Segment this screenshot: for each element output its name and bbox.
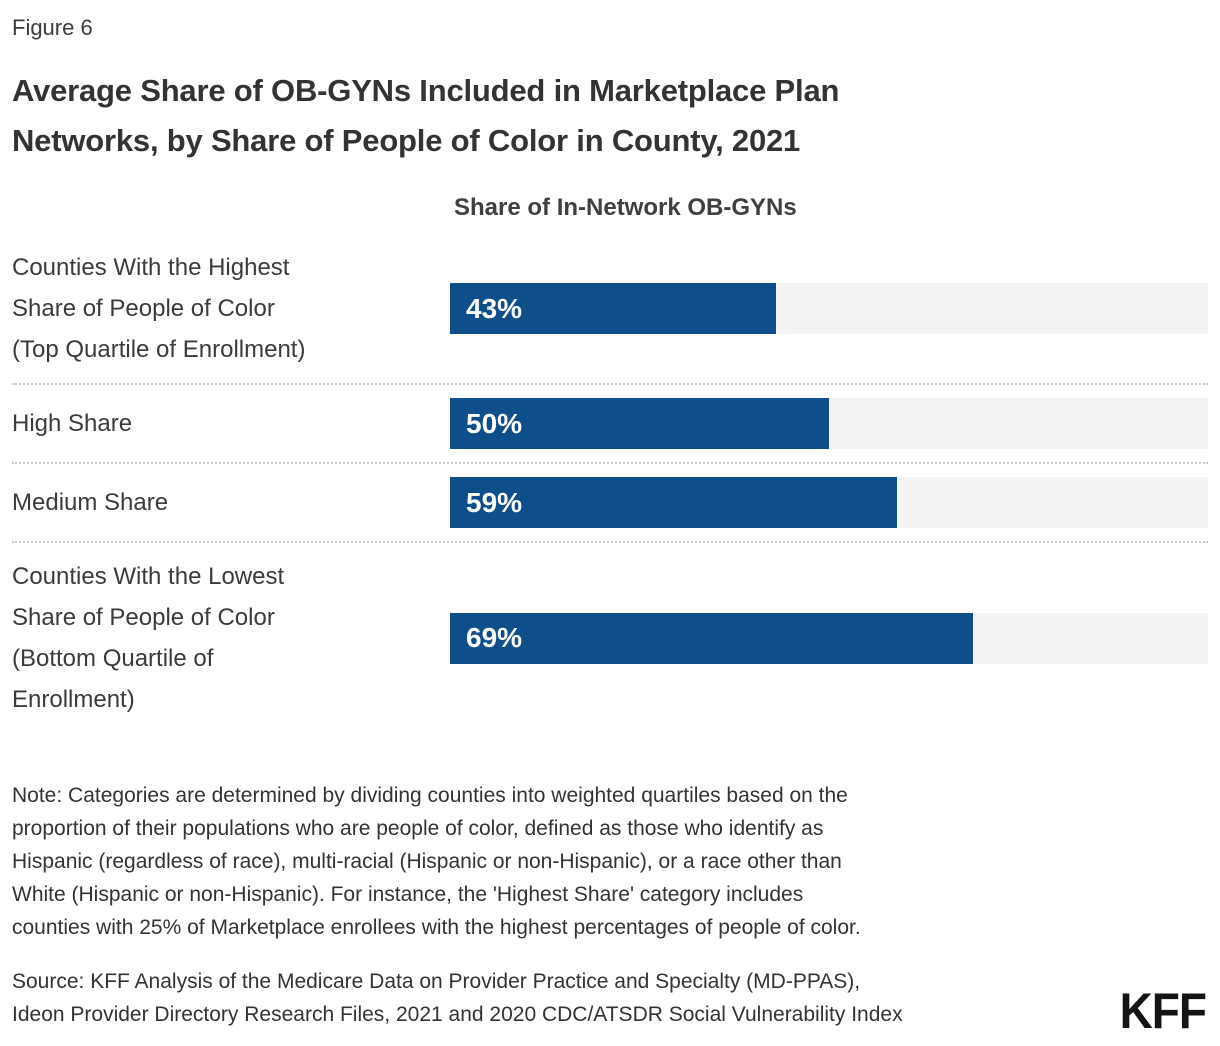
chart-row: Counties With the Lowest Share of People… bbox=[12, 541, 1208, 733]
bar-track: 69% bbox=[450, 612, 1208, 664]
bar: 43% bbox=[450, 283, 776, 334]
chart-rows: Counties With the Highest Share of Peopl… bbox=[12, 234, 1208, 733]
kff-logo: KFF bbox=[1119, 982, 1207, 1039]
bar-value-label: 50% bbox=[466, 407, 523, 439]
bar-value-label: 59% bbox=[466, 486, 523, 518]
chart-row: Medium Share 59% bbox=[12, 462, 1208, 541]
chart-title: Average Share of OB-GYNs Included in Mar… bbox=[12, 73, 840, 158]
chart-column-header: Share of In-Network OB-GYNs bbox=[454, 194, 797, 221]
bar-track: 50% bbox=[450, 398, 1208, 449]
bar-chart: Counties With the Highest Share of Peopl… bbox=[12, 234, 1208, 733]
bar-track: 59% bbox=[450, 477, 1208, 528]
bar: 50% bbox=[450, 398, 829, 449]
category-label: High Share bbox=[12, 410, 133, 437]
category-label: Counties With the Lowest Share of People… bbox=[12, 563, 285, 713]
bar-value-label: 69% bbox=[466, 622, 523, 653]
source-row: Source: KFF Analysis of the Medicare Dat… bbox=[12, 965, 1208, 1039]
bar: 69% bbox=[450, 612, 974, 664]
note-text: Note: Categories are determined by divid… bbox=[12, 784, 861, 939]
source-text: Source: KFF Analysis of the Medicare Dat… bbox=[12, 970, 903, 1026]
chart-row: High Share 50% bbox=[12, 383, 1208, 462]
bar: 59% bbox=[450, 477, 898, 528]
chart-row: Counties With the Highest Share of Peopl… bbox=[12, 234, 1208, 383]
category-label: Medium Share bbox=[12, 489, 169, 516]
category-label: Counties With the Highest Share of Peopl… bbox=[12, 254, 306, 363]
bar-value-label: 43% bbox=[466, 292, 523, 324]
figure-label: Figure 6 bbox=[12, 15, 93, 40]
bar-track: 43% bbox=[450, 283, 1208, 334]
